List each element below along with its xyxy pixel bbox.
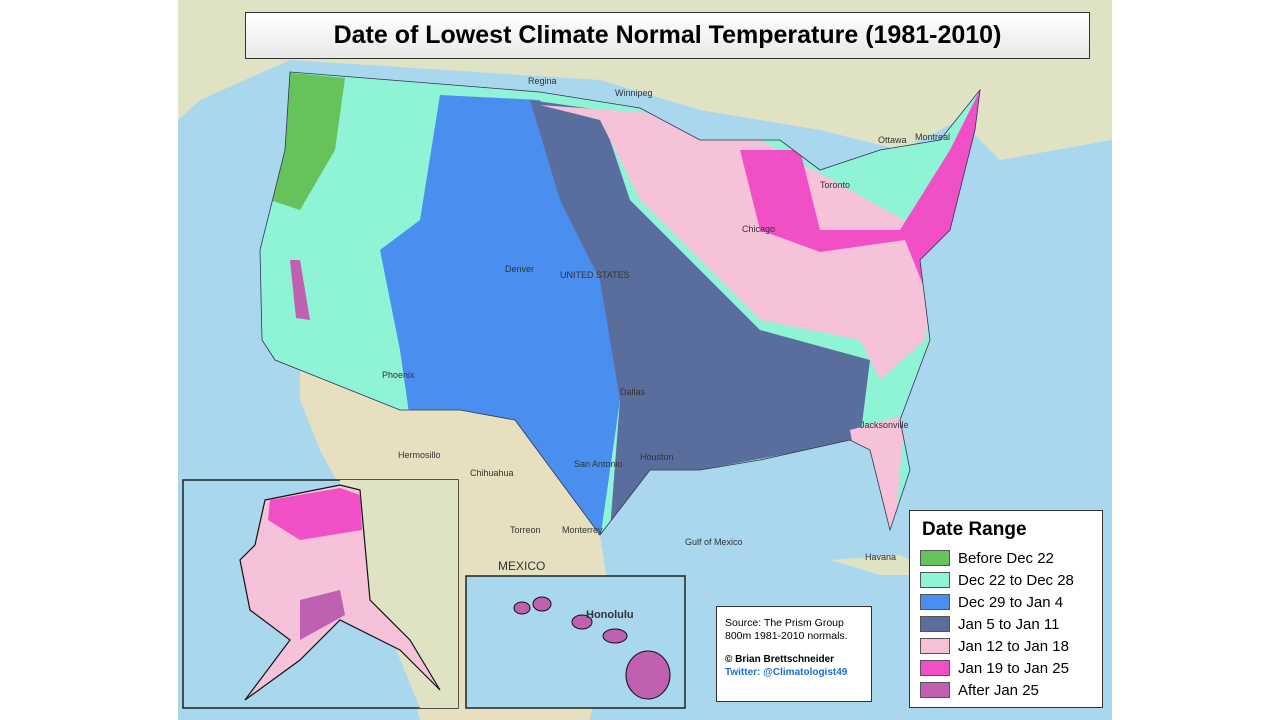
legend-item: Jan 5 to Jan 11 bbox=[920, 613, 1092, 635]
legend-label: After Jan 25 bbox=[958, 681, 1039, 699]
twitter: Twitter: @Climatologist49 bbox=[725, 667, 848, 678]
legend-title: Date Range bbox=[922, 519, 1027, 540]
legend-swatch bbox=[920, 572, 950, 588]
legend-label: Jan 5 to Jan 11 bbox=[958, 615, 1060, 633]
place-label: Regina bbox=[528, 76, 557, 86]
legend-swatch bbox=[920, 638, 950, 654]
title: Date of Lowest Climate Normal Temperatur… bbox=[245, 12, 1090, 59]
place-label: Chihuahua bbox=[470, 468, 514, 478]
legend-label: Jan 12 to Jan 18 bbox=[958, 637, 1069, 655]
place-label: Houston bbox=[640, 452, 674, 462]
legend-item: Before Dec 22 bbox=[920, 547, 1092, 569]
hawaii-inset: Honolulu bbox=[465, 575, 686, 709]
legend-label: Dec 29 to Jan 4 bbox=[958, 593, 1064, 611]
place-label: Torreon bbox=[510, 525, 541, 535]
legend-swatch bbox=[920, 550, 950, 566]
region bbox=[290, 260, 310, 320]
place-label: Phoenix bbox=[382, 370, 415, 380]
us-border bbox=[259, 71, 981, 536]
place-label: Havana bbox=[865, 552, 896, 562]
region bbox=[270, 72, 345, 210]
legend: Date Range Before Dec 22 Dec 22 to Dec 28… bbox=[909, 510, 1103, 708]
place-label: MEXICO bbox=[498, 559, 545, 573]
place-label: Dallas bbox=[620, 387, 646, 397]
place-label: Winnipeg bbox=[615, 88, 653, 98]
place-label: San Antonio bbox=[574, 459, 623, 469]
credit: © Brian Brettschneider bbox=[725, 654, 835, 665]
place-label: Gulf of Mexico bbox=[685, 537, 743, 547]
place-label: Ottawa bbox=[878, 135, 907, 145]
legend-label: Dec 22 to Dec 28 bbox=[958, 571, 1074, 589]
legend-item: Jan 19 to Jan 25 bbox=[920, 657, 1092, 679]
place-label: Montreal bbox=[915, 132, 950, 142]
region bbox=[540, 105, 940, 380]
legend-swatch bbox=[920, 682, 950, 698]
place-label: Honolulu bbox=[586, 609, 634, 621]
place-label: Toronto bbox=[820, 180, 850, 190]
place-label: Chicago bbox=[742, 224, 775, 234]
legend-item: Dec 22 to Dec 28 bbox=[920, 569, 1092, 591]
region bbox=[740, 90, 980, 290]
legend-swatch bbox=[920, 660, 950, 676]
alaska-inset bbox=[182, 479, 459, 709]
legend-item: After Jan 25 bbox=[920, 679, 1092, 701]
place-label: Denver bbox=[505, 264, 534, 274]
legend-label: Before Dec 22 bbox=[958, 549, 1054, 567]
source-box: Source: The Prism Group 800m 1981-2010 n… bbox=[716, 606, 872, 702]
legend-swatch bbox=[920, 594, 950, 610]
legend-item: Jan 12 to Jan 18 bbox=[920, 635, 1092, 657]
legend-label: Jan 19 to Jan 25 bbox=[958, 659, 1069, 677]
place-label: Monterrey bbox=[562, 525, 603, 535]
source-text: Source: The Prism Group 800m 1981-2010 n… bbox=[725, 617, 848, 642]
legend-items: Before Dec 22 Dec 22 to Dec 28 Dec 29 to J… bbox=[920, 547, 1092, 701]
place-label: Jacksonville bbox=[860, 420, 909, 430]
place-label: UNITED STATES bbox=[560, 270, 630, 280]
place-label: Hermosillo bbox=[398, 450, 441, 460]
region bbox=[530, 100, 870, 530]
legend-item: Dec 29 to Jan 4 bbox=[920, 591, 1092, 613]
legend-swatch bbox=[920, 616, 950, 632]
